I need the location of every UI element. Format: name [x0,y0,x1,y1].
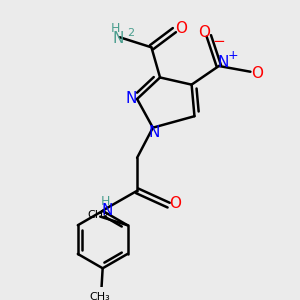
Text: O: O [199,26,211,40]
Text: N: N [148,125,160,140]
Text: −: − [212,34,225,49]
Text: CH₃: CH₃ [89,292,110,300]
Text: H: H [111,22,120,34]
Text: CH₃: CH₃ [87,210,108,220]
Text: O: O [175,21,187,36]
Text: N: N [125,92,136,106]
Text: 2: 2 [127,28,134,38]
Text: N: N [113,31,124,46]
Text: +: + [228,50,238,62]
Text: N: N [218,55,229,70]
Text: N: N [101,203,113,218]
Text: O: O [251,66,263,81]
Text: H: H [101,195,110,208]
Text: O: O [169,196,181,211]
